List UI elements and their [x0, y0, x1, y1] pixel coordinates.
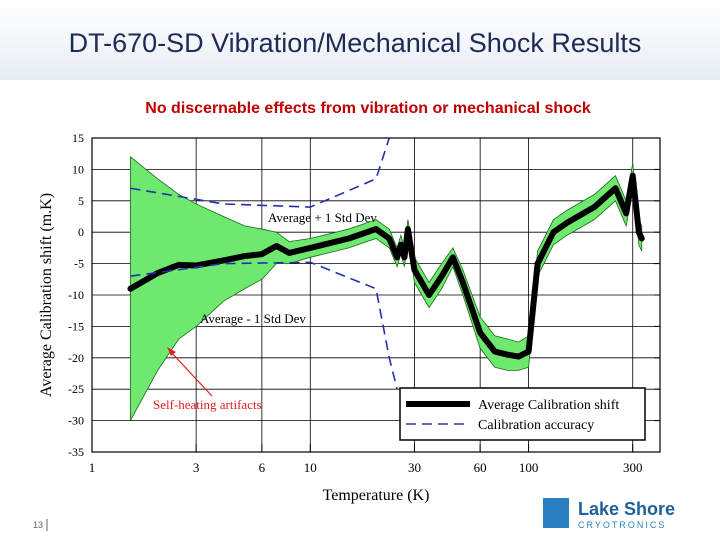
x-tick-label: 100 [519, 460, 539, 475]
x-tick-label: 30 [408, 460, 421, 475]
y-tick-label: -20 [68, 351, 84, 365]
series-line [127, 172, 645, 360]
plot-frame [91, 137, 661, 453]
y-tick-label: 5 [78, 194, 84, 208]
x-tick-label: 1 [89, 460, 96, 475]
y-tick-label: -15 [68, 319, 84, 333]
y-tick-label: 0 [78, 225, 84, 239]
y-tick-label: -5 [74, 257, 84, 271]
series-line [130, 138, 391, 208]
x-tick-label: 300 [623, 460, 643, 475]
annotation: Average + 1 Std Dev [268, 210, 377, 225]
x-tick-label: 3 [193, 460, 200, 475]
series-line [130, 261, 398, 390]
y-axis-label: Average Calibration shift (m.K) [38, 193, 55, 397]
slide-number: 13 [33, 520, 43, 530]
y-tick-label: -35 [68, 445, 84, 459]
y-tick-label: -10 [68, 288, 84, 302]
arrow-head [167, 347, 176, 356]
legend: Average Calibration shift Calibration acc… [399, 387, 646, 441]
x-tick-label: 6 [259, 460, 266, 475]
subtitle: No discernable effects from vibration or… [145, 100, 591, 117]
slide-title: DT-670-SD Vibration/Mechanical Shock Res… [69, 28, 642, 58]
y-tick-label: -25 [68, 382, 84, 396]
annotation: Self-heating artifacts [153, 397, 262, 412]
logo: Lake Shore [578, 499, 675, 519]
legend-label: Calibration accuracy [478, 418, 594, 433]
legend-label: Average Calibration shift [478, 398, 619, 413]
x-tick-label: 60 [474, 460, 487, 475]
legend-box [399, 387, 646, 441]
x-axis-label: Temperature (K) [323, 487, 430, 504]
header-bg [0, 0, 720, 80]
data-layer [127, 138, 645, 421]
y-tick-label: -30 [68, 414, 84, 428]
annotation: Average - 1 Std Dev [200, 311, 306, 326]
logo-tagline: CRYOTRONICS [578, 520, 666, 530]
logo-mark [543, 498, 569, 528]
x-tick-label: 10 [304, 460, 317, 475]
y-tick-label: 10 [72, 162, 84, 176]
annotation-arrow [168, 349, 213, 397]
y-tick-label: 15 [72, 131, 84, 145]
